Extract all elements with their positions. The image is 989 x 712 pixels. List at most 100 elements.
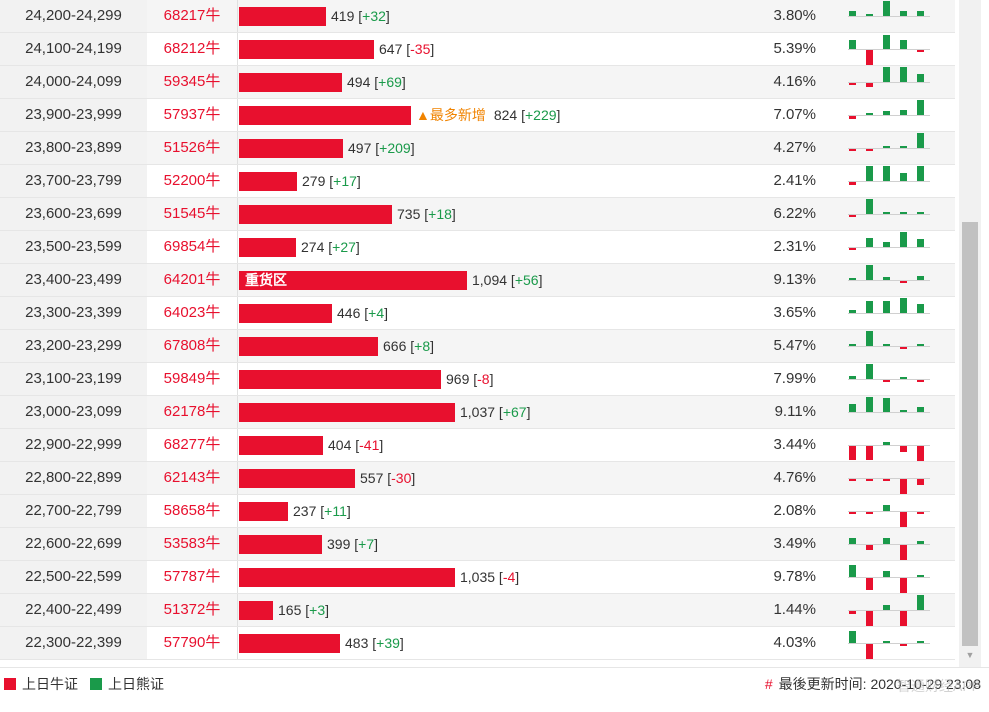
cbbc-code[interactable]: 64201牛: [163, 271, 221, 288]
cbbc-code[interactable]: 59345牛: [163, 73, 221, 90]
sparkline-bar: [866, 397, 873, 412]
volume-bar-cell: 1,035 [-4]: [237, 561, 758, 593]
sparkline-bar: [900, 479, 907, 494]
table-row: 23,800-23,899 51526牛 497 [+209] 4.27%: [0, 132, 955, 165]
sparkline-bar: [900, 232, 907, 247]
percentage: 9.13%: [773, 271, 816, 288]
volume-bar: [239, 304, 332, 323]
volume-bar-cell: 1,037 [+67]: [237, 396, 758, 428]
volume-bar-cell: 399 [+7]: [237, 528, 758, 560]
sparkline-baseline: [848, 280, 930, 281]
volume-value: 494 [+69]: [347, 74, 406, 90]
cbbc-code[interactable]: 57787牛: [163, 568, 221, 585]
volume-bar-cell: 446 [+4]: [237, 297, 758, 329]
trend-sparkline: [840, 561, 940, 593]
sparkline-bar: [866, 364, 873, 379]
sparkline-baseline: [848, 148, 930, 149]
volume-change: +8: [414, 338, 431, 354]
sparkline-bar: [866, 611, 873, 626]
volume-change: +56: [514, 272, 539, 288]
volume-change: +39: [376, 635, 400, 651]
volume-value: 1,094 [+56]: [472, 272, 543, 288]
volume-change: +18: [428, 206, 452, 222]
cbbc-code[interactable]: 62143牛: [163, 469, 221, 486]
percentage: 9.78%: [773, 568, 816, 585]
cbbc-code[interactable]: 57790牛: [163, 634, 221, 651]
cbbc-code[interactable]: 69854牛: [163, 238, 221, 255]
strike-range: 23,800-23,899: [0, 132, 147, 164]
volume-number: 969: [446, 371, 470, 387]
sparkline-bar: [917, 407, 924, 412]
percentage: 2.31%: [773, 238, 816, 255]
cbbc-code[interactable]: 52200牛: [163, 172, 221, 189]
volume-value: 557 [-30]: [360, 470, 416, 486]
sparkline-bar: [883, 442, 890, 445]
sparkline-bar: [917, 11, 924, 16]
table-row: 22,900-22,999 68277牛 404 [-41] 3.44%: [0, 429, 955, 462]
table-row: 22,300-22,399 57790牛 483 [+39] 4.03%: [0, 627, 955, 660]
sparkline-bar: [883, 35, 890, 49]
percentage: 3.80%: [773, 7, 816, 24]
trend-sparkline: [840, 429, 940, 461]
hash-icon: #: [764, 676, 773, 692]
sparkline-baseline: [848, 577, 930, 578]
table-row: 24,100-24,199 68212牛 647 [-35] 5.39%: [0, 33, 955, 66]
table-row: 23,200-23,299 67808牛 666 [+8] 5.47%: [0, 330, 955, 363]
volume-change: +17: [333, 173, 357, 189]
scroll-down-arrow-icon[interactable]: ▼: [965, 650, 975, 660]
volume-change: -41: [359, 437, 380, 453]
sparkline-bar: [900, 545, 907, 560]
legend-bull-swatch: [4, 678, 16, 690]
volume-number: 446: [337, 305, 361, 321]
footer: 上日牛证 上日熊证 # 最後更新时间: 2020-10-29 23:08 智通财经…: [0, 667, 989, 712]
trend-sparkline: [840, 33, 940, 65]
sparkline-bar: [866, 578, 873, 590]
sparkline-baseline: [848, 346, 930, 347]
volume-change: -30: [391, 470, 412, 486]
cbbc-code[interactable]: 67808牛: [163, 337, 221, 354]
volume-change: +32: [362, 8, 386, 24]
trend-sparkline: [840, 231, 940, 263]
scrollbar-thumb[interactable]: [962, 222, 978, 646]
cbbc-code[interactable]: 53583牛: [163, 535, 221, 552]
trend-sparkline: [840, 297, 940, 329]
cbbc-code[interactable]: 51372牛: [163, 601, 221, 618]
cbbc-code[interactable]: 59849牛: [163, 370, 221, 387]
volume-value: 969 [-8]: [446, 371, 494, 387]
sparkline-baseline: [848, 181, 930, 182]
volume-bar-cell: 237 [+11]: [237, 495, 758, 527]
volume-value: 279 [+17]: [302, 173, 361, 189]
volume-value: 165 [+3]: [278, 602, 329, 618]
volume-change: +11: [324, 503, 347, 519]
volume-bar: [239, 370, 441, 389]
sparkline-bar: [900, 173, 907, 181]
sparkline-bar: [900, 578, 907, 593]
legend-bear-swatch: [90, 678, 102, 690]
cbbc-code[interactable]: 58658牛: [163, 502, 221, 519]
cbbc-code[interactable]: 68212牛: [163, 40, 221, 57]
table-row: 22,400-22,499 51372牛 165 [+3] 1.44%: [0, 594, 955, 627]
volume-bar-cell: 274 [+27]: [237, 231, 758, 263]
trend-sparkline: [840, 198, 940, 230]
sparkline-baseline: [848, 82, 930, 83]
sparkline-bar: [900, 110, 907, 115]
volume-number: 399: [327, 536, 351, 552]
cbbc-code[interactable]: 62178牛: [163, 403, 221, 420]
cbbc-code[interactable]: 51545牛: [163, 205, 221, 222]
trend-sparkline: [840, 396, 940, 428]
sparkline-bar: [917, 304, 924, 313]
cbbc-code[interactable]: 57937牛: [163, 106, 221, 123]
table-row: 24,000-24,099 59345牛 494 [+69] 4.16%: [0, 66, 955, 99]
sparkline-bar: [866, 301, 873, 313]
volume-number: 666: [383, 338, 407, 354]
volume-bar: [239, 568, 455, 587]
sparkline-bar: [883, 67, 890, 82]
sparkline-bar: [883, 641, 890, 643]
cbbc-code[interactable]: 51526牛: [163, 139, 221, 156]
vertical-scrollbar[interactable]: ▼: [959, 0, 981, 667]
cbbc-code[interactable]: 64023牛: [163, 304, 221, 321]
volume-bar-cell: 557 [-30]: [237, 462, 758, 494]
cbbc-code[interactable]: 68277牛: [163, 436, 221, 453]
sparkline-bar: [900, 11, 907, 16]
cbbc-code[interactable]: 68217牛: [163, 7, 221, 24]
